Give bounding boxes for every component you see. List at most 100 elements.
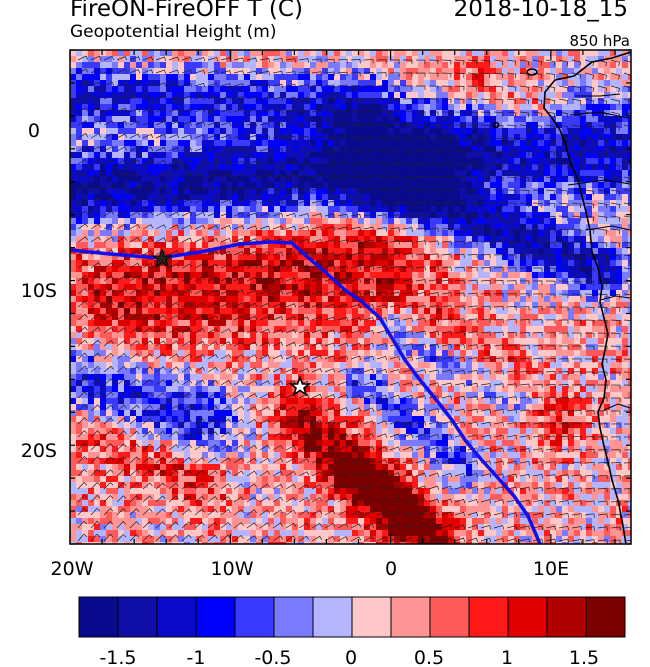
wind-barb bbox=[220, 108, 232, 114]
wind-barb bbox=[246, 302, 258, 308]
wind-barb bbox=[623, 462, 631, 464]
wind-barb bbox=[558, 215, 569, 221]
wind-barb bbox=[272, 135, 284, 140]
wind-barb bbox=[129, 159, 141, 165]
wind-barb bbox=[467, 344, 478, 349]
wind-barb bbox=[454, 408, 466, 413]
wind-barb bbox=[324, 239, 336, 244]
wind-barb bbox=[454, 228, 465, 233]
wind-barb bbox=[116, 404, 127, 412]
wind-barb bbox=[415, 201, 426, 207]
wind-barb bbox=[545, 241, 556, 247]
wind-barb bbox=[298, 316, 310, 321]
wind-barb bbox=[363, 381, 375, 386]
wind-barb bbox=[454, 240, 465, 246]
wind-barb bbox=[506, 434, 517, 440]
wind-barb bbox=[467, 266, 478, 272]
wind-barb bbox=[402, 382, 414, 387]
wind-barb bbox=[272, 509, 283, 516]
wind-barb bbox=[402, 175, 413, 181]
wind-barb bbox=[246, 276, 258, 282]
wind-barb bbox=[103, 185, 115, 191]
wind-barb bbox=[129, 340, 140, 347]
wind-barb bbox=[181, 521, 192, 529]
wind-barb bbox=[506, 318, 517, 324]
wind-barb bbox=[545, 319, 556, 324]
wind-barb bbox=[246, 122, 258, 127]
wind-barb bbox=[363, 317, 375, 322]
wind-barb bbox=[610, 513, 621, 519]
wind-barb bbox=[467, 421, 479, 426]
wind-barb bbox=[194, 508, 205, 516]
wind-barb bbox=[454, 498, 466, 504]
wind-barb bbox=[454, 382, 465, 388]
wind-barb bbox=[272, 70, 283, 76]
wind-barb bbox=[168, 56, 180, 62]
wind-barb bbox=[610, 254, 621, 261]
wind-barb bbox=[77, 494, 88, 503]
wind-barb bbox=[532, 332, 543, 337]
wind-barb bbox=[259, 70, 270, 76]
wind-barb bbox=[558, 293, 569, 299]
wind-barb bbox=[545, 499, 556, 505]
wind-barb bbox=[285, 200, 297, 205]
wind-barb bbox=[220, 83, 232, 88]
wind-barb bbox=[90, 68, 102, 74]
wind-barb bbox=[337, 342, 349, 347]
wind-barb bbox=[519, 319, 530, 324]
wind-barb bbox=[90, 288, 101, 295]
wind-barb bbox=[233, 380, 245, 386]
wind-barb bbox=[168, 289, 180, 295]
wind-barb bbox=[220, 315, 232, 321]
wind-barb bbox=[428, 227, 439, 233]
wind-barb bbox=[623, 319, 631, 321]
wind-barb bbox=[441, 369, 452, 375]
wind-barb bbox=[324, 368, 336, 373]
wind-barb bbox=[558, 422, 569, 428]
wind-barb bbox=[428, 421, 440, 426]
wind-barb bbox=[77, 352, 88, 360]
wind-barb bbox=[311, 71, 322, 76]
wind-barb bbox=[584, 280, 595, 286]
wind-barb bbox=[467, 137, 478, 143]
wind-barb bbox=[324, 84, 335, 89]
wind-barb bbox=[350, 71, 361, 77]
wind-barbs bbox=[77, 55, 631, 544]
wind-barb bbox=[571, 254, 582, 260]
wind-barb bbox=[337, 123, 348, 128]
wind-barb bbox=[623, 202, 631, 205]
wind-barb bbox=[610, 475, 621, 480]
wind-barb bbox=[77, 520, 88, 529]
wind-barb bbox=[376, 98, 387, 103]
wind-barb bbox=[493, 305, 504, 311]
wind-barb bbox=[610, 500, 621, 506]
wind-barb bbox=[324, 510, 336, 516]
wind-barb bbox=[558, 487, 569, 492]
wind-barb bbox=[623, 241, 631, 244]
wind-barb bbox=[389, 85, 400, 90]
wind-barb bbox=[441, 511, 453, 516]
wind-barb bbox=[623, 410, 631, 412]
wind-barb bbox=[129, 404, 140, 412]
wind-barb bbox=[558, 228, 569, 234]
wind-barb bbox=[584, 423, 595, 428]
wind-barb bbox=[415, 304, 426, 310]
wind-barb bbox=[207, 444, 218, 451]
wind-barb bbox=[493, 512, 505, 517]
wind-barb bbox=[403, 59, 413, 64]
wind-barb bbox=[220, 470, 231, 477]
wind-barb bbox=[610, 345, 621, 351]
wind-barb bbox=[623, 475, 631, 477]
wind-barb bbox=[623, 371, 631, 373]
wind-barb bbox=[311, 342, 323, 347]
wind-barb bbox=[363, 136, 374, 141]
wind-barb bbox=[376, 136, 387, 142]
wind-barb bbox=[233, 328, 245, 334]
wind-barb bbox=[519, 448, 530, 453]
wind-barb bbox=[116, 508, 127, 516]
wind-barb bbox=[402, 498, 414, 503]
wind-barb bbox=[324, 419, 336, 425]
wind-barb bbox=[246, 186, 258, 192]
wind-barb bbox=[207, 431, 218, 438]
wind-barb bbox=[77, 481, 88, 490]
